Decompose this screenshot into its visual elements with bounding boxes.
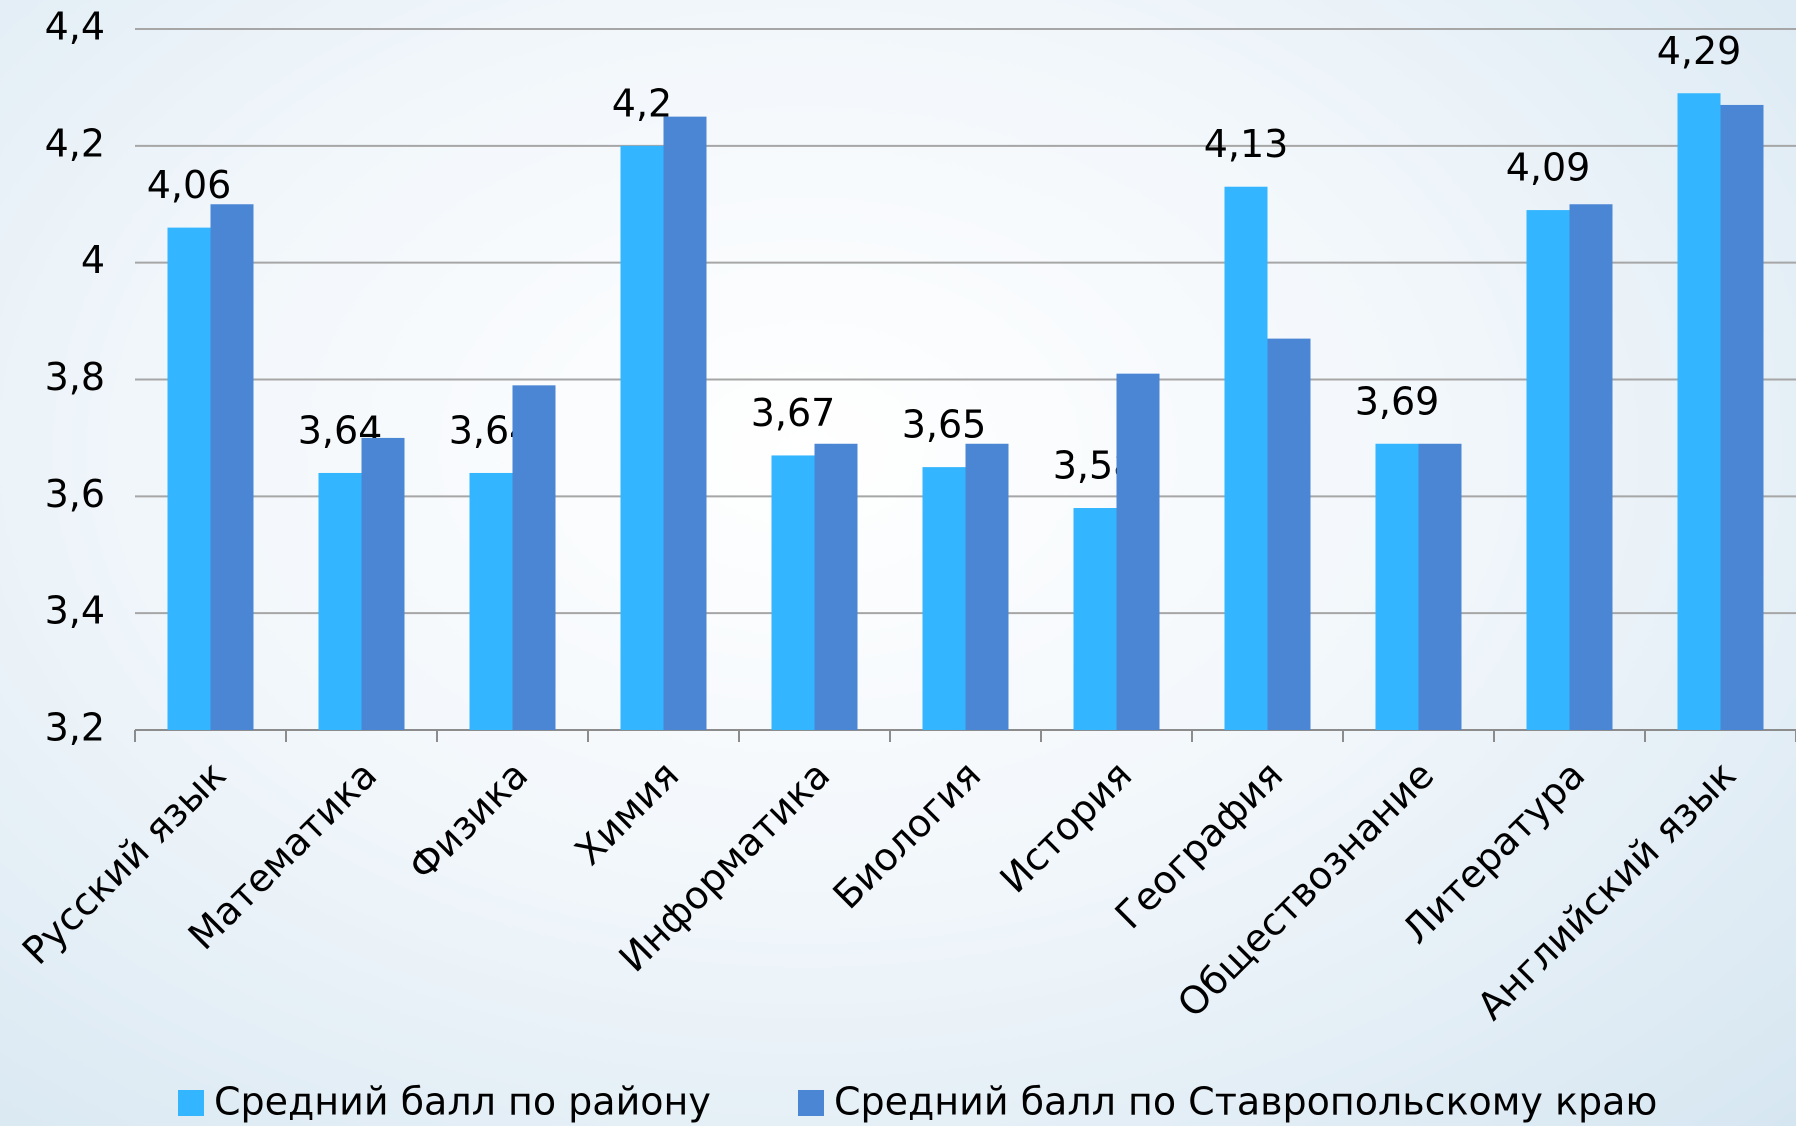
data-label: 3,65: [902, 403, 987, 447]
y-tick-label: 3,6: [45, 472, 105, 516]
bar: [1117, 374, 1160, 730]
data-label: 3,69: [1355, 379, 1440, 423]
bar: [621, 146, 664, 730]
legend-marker: [798, 1090, 824, 1116]
data-label: 4,06: [147, 163, 232, 207]
bar: [1376, 444, 1419, 730]
data-label: 4,2: [612, 81, 672, 125]
data-label: 4,13: [1204, 122, 1289, 166]
data-label: 3,67: [751, 391, 836, 435]
bar: [1268, 339, 1311, 730]
bar: [923, 467, 966, 730]
data-label: 4,09: [1506, 146, 1591, 190]
legend-label: Средний балл по району: [214, 1080, 711, 1124]
bar: [1225, 187, 1268, 730]
bar: [168, 228, 211, 730]
x-tick-label: История: [992, 753, 1141, 902]
chart: 3,23,43,63,844,24,4Русский язык4,06Матем…: [0, 0, 1796, 1126]
page: 3,23,43,63,844,24,4Русский язык4,06Матем…: [0, 0, 1796, 1126]
bar: [513, 385, 556, 730]
data-label: 4,29: [1657, 29, 1742, 73]
x-tick-label: Английский язык: [1469, 753, 1745, 1029]
bar: [966, 444, 1009, 730]
bar: [1419, 444, 1462, 730]
y-tick-label: 3,4: [45, 589, 105, 633]
x-tick-label: Биология: [824, 753, 989, 918]
legend-label: Средний балл по Ставропольскому краю: [834, 1080, 1657, 1124]
y-tick-label: 3,8: [45, 355, 105, 399]
y-tick-label: 3,2: [45, 706, 105, 750]
bar: [1074, 508, 1117, 730]
bar: [319, 473, 362, 730]
y-tick-label: 4,4: [45, 5, 105, 49]
bar: [815, 444, 858, 730]
bar: [1570, 204, 1613, 730]
y-tick-label: 4,2: [45, 121, 105, 165]
legend-marker: [178, 1090, 204, 1116]
bar: [362, 438, 405, 730]
bar: [1527, 210, 1570, 730]
x-tick-label: Обществознание: [1169, 753, 1442, 1026]
bar: [664, 117, 707, 730]
y-tick-label: 4: [81, 238, 105, 282]
bar: [1721, 105, 1764, 730]
bar: [1678, 93, 1721, 730]
x-tick-label: Физика: [400, 753, 536, 889]
bar: [470, 473, 513, 730]
x-tick-label: Химия: [566, 753, 687, 874]
bar: [772, 455, 815, 730]
bar: [211, 204, 254, 730]
